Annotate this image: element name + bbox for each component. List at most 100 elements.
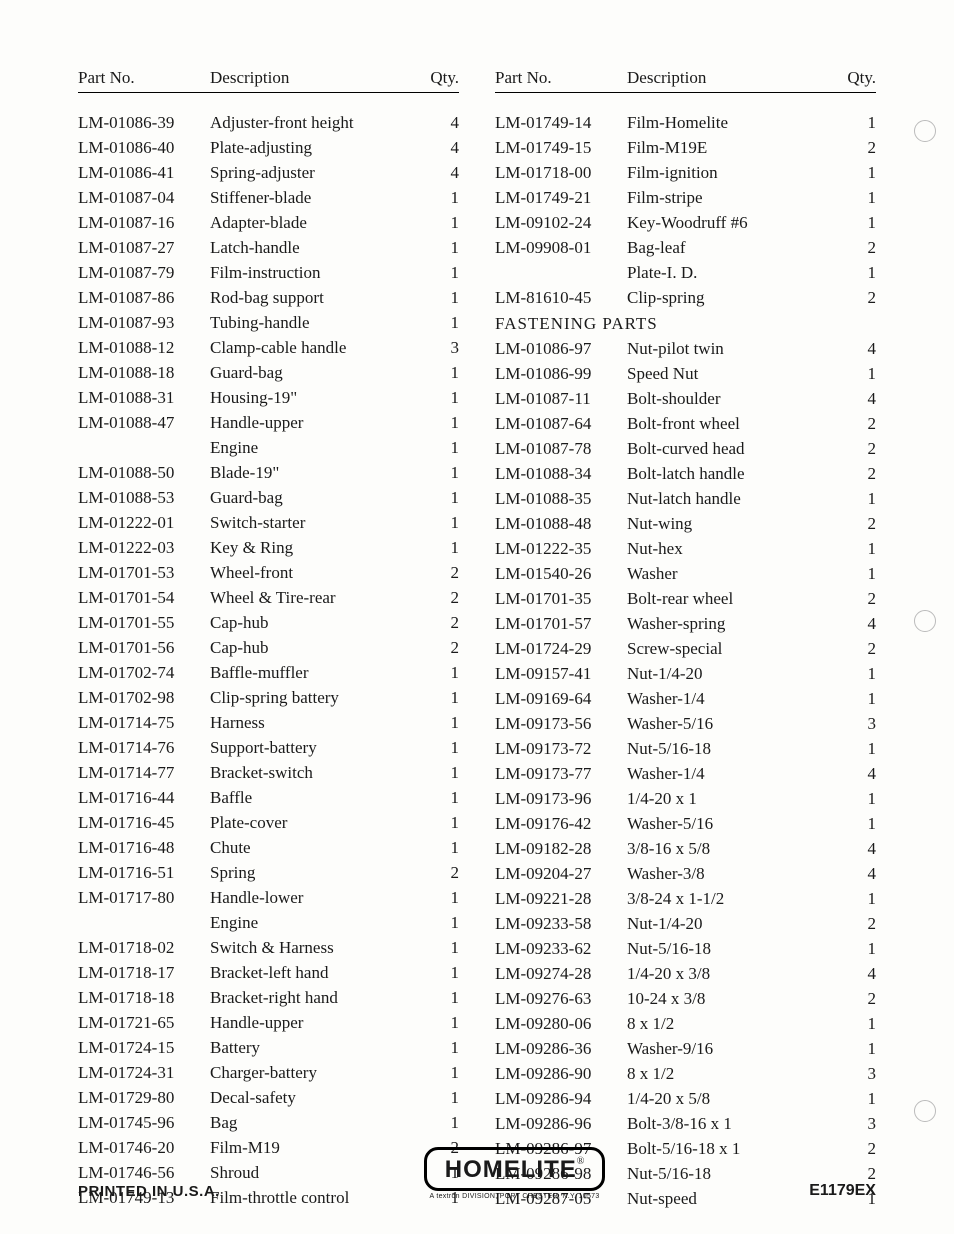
table-row: LM-09233-62Nut-5/16-181 [495, 937, 876, 962]
part-number: LM-09286-36 [495, 1037, 627, 1062]
table-row: LM-01087-86Rod-bag support1 [78, 286, 459, 311]
table-row: LM-09173-56Washer-5/163 [495, 712, 876, 737]
header-desc: Description [210, 68, 423, 93]
part-qty: 1 [423, 186, 459, 211]
part-description: Spring-adjuster [210, 161, 423, 186]
part-number: LM-01088-12 [78, 336, 210, 361]
part-description: Engine [210, 436, 423, 461]
logo-reg: ® [577, 1156, 585, 1167]
part-qty: 3 [840, 712, 876, 737]
part-number: LM-01717-80 [78, 886, 210, 911]
part-description: Plate-cover [210, 811, 423, 836]
part-number: LM-09102-24 [495, 211, 627, 236]
part-description: Guard-bag [210, 486, 423, 511]
part-qty: 2 [840, 412, 876, 437]
table-row: LM-09176-42Washer-5/161 [495, 812, 876, 837]
part-number: LM-01088-18 [78, 361, 210, 386]
table-row: LM-01088-35Nut-latch handle1 [495, 487, 876, 512]
part-qty: 1 [423, 986, 459, 1011]
table-row: LM-09286-941/4-20 x 5/81 [495, 1087, 876, 1112]
part-qty: 1 [423, 936, 459, 961]
part-description: Key & Ring [210, 536, 423, 561]
part-number: LM-01729-80 [78, 1086, 210, 1111]
part-description: Bolt-front wheel [627, 412, 840, 437]
part-description: Handle-upper [210, 1011, 423, 1036]
table-row: LM-01088-18Guard-bag1 [78, 361, 459, 386]
part-description: Nut-latch handle [627, 487, 840, 512]
part-qty: 1 [423, 1036, 459, 1061]
part-number: LM-09157-41 [495, 662, 627, 687]
part-qty: 4 [840, 862, 876, 887]
parts-table-left: Part No. Description Qty. LM-01086-39Adj… [78, 68, 459, 1211]
part-description: Key-Woodruff #6 [627, 211, 840, 236]
part-number: LM-01087-79 [78, 261, 210, 286]
part-number: LM-01087-16 [78, 211, 210, 236]
table-row: LM-01088-50Blade-19"1 [78, 461, 459, 486]
parts-table-right: Part No. Description Qty. LM-01749-14Fil… [495, 68, 876, 1212]
table-row: LM-01222-35Nut-hex1 [495, 537, 876, 562]
part-number: LM-01716-51 [78, 861, 210, 886]
part-number: LM-01702-98 [78, 686, 210, 711]
part-qty: 1 [423, 1111, 459, 1136]
table-row: LM-09169-64Washer-1/41 [495, 687, 876, 712]
part-qty: 1 [423, 261, 459, 286]
part-qty: 3 [423, 336, 459, 361]
table-row: LM-09286-908 x 1/23 [495, 1062, 876, 1087]
part-description: Baffle-muffler [210, 661, 423, 686]
part-qty: 1 [423, 211, 459, 236]
part-description: Plate-adjusting [210, 136, 423, 161]
table-row: LM-01716-48Chute1 [78, 836, 459, 861]
part-description: Handle-upper [210, 411, 423, 436]
table-row: LM-01716-44Baffle1 [78, 786, 459, 811]
table-row: LM-01087-16Adapter-blade1 [78, 211, 459, 236]
table-row: LM-09286-96Bolt-3/8-16 x 13 [495, 1112, 876, 1137]
part-description: Film-stripe [627, 186, 840, 211]
part-description: Clamp-cable handle [210, 336, 423, 361]
part-qty: 1 [423, 311, 459, 336]
right-column: Part No. Description Qty. LM-01749-14Fil… [495, 68, 876, 1212]
table-row: LM-01702-74Baffle-muffler1 [78, 661, 459, 686]
table-row: LM-09173-77Washer-1/44 [495, 762, 876, 787]
part-number: LM-01745-96 [78, 1111, 210, 1136]
part-number: LM-01087-11 [495, 387, 627, 412]
part-qty: 2 [840, 587, 876, 612]
part-qty: 2 [423, 611, 459, 636]
table-row: LM-01714-76Support-battery1 [78, 736, 459, 761]
part-number: LM-01088-47 [78, 411, 210, 436]
part-description: Switch & Harness [210, 936, 423, 961]
part-number: LM-01088-53 [78, 486, 210, 511]
part-qty: 1 [423, 886, 459, 911]
part-description: Bolt-rear wheel [627, 587, 840, 612]
part-qty: 1 [423, 911, 459, 936]
part-number [78, 911, 210, 936]
part-description: Switch-starter [210, 511, 423, 536]
part-number: LM-09173-96 [495, 787, 627, 812]
part-description: Plate-I. D. [627, 261, 840, 286]
part-number: LM-01714-75 [78, 711, 210, 736]
part-number: LM-81610-45 [495, 286, 627, 311]
part-qty: 4 [840, 837, 876, 862]
table-row: LM-09286-36Washer-9/161 [495, 1037, 876, 1062]
table-row: LM-01718-18Bracket-right hand1 [78, 986, 459, 1011]
table-row: LM-01701-35Bolt-rear wheel2 [495, 587, 876, 612]
part-qty: 4 [423, 111, 459, 136]
table-row: LM-01724-31Charger-battery1 [78, 1061, 459, 1086]
part-description: Washer-1/4 [627, 687, 840, 712]
table-row: LM-09908-01Bag-leaf2 [495, 236, 876, 261]
part-description: Blade-19" [210, 461, 423, 486]
part-qty: 1 [423, 786, 459, 811]
part-qty: 1 [423, 686, 459, 711]
part-description: Nut-wing [627, 512, 840, 537]
table-row: LM-01718-17Bracket-left hand1 [78, 961, 459, 986]
part-description: Bracket-left hand [210, 961, 423, 986]
table-row: LM-01086-41Spring-adjuster4 [78, 161, 459, 186]
logo-block: HOMELITE® A textron DIVISION, PORT CHEST… [424, 1147, 606, 1200]
part-qty: 1 [840, 812, 876, 837]
table-row: LM-09173-961/4-20 x 11 [495, 787, 876, 812]
part-description: Washer-5/16 [627, 712, 840, 737]
part-number [495, 261, 627, 286]
part-qty: 4 [840, 762, 876, 787]
part-description: Bracket-right hand [210, 986, 423, 1011]
part-number: LM-09176-42 [495, 812, 627, 837]
part-description: Spring [210, 861, 423, 886]
